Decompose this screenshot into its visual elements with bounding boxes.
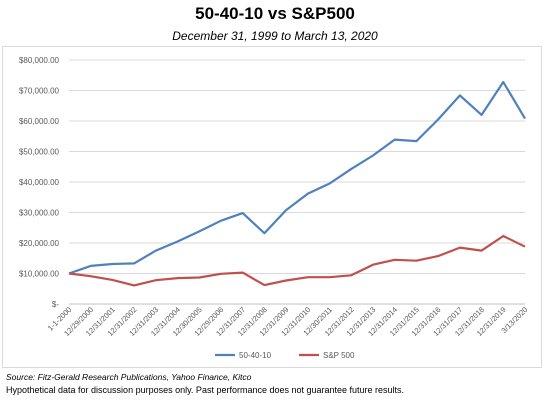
y-tick-label: $80,000.00	[19, 56, 60, 65]
legend-label: S&P 500	[323, 351, 355, 360]
y-tick-label: $40,000.00	[19, 178, 60, 187]
y-tick-label: $30,000.00	[19, 209, 60, 218]
chart-title: 50-40-10 vs S&P500	[195, 4, 355, 23]
series-line-2	[68, 234, 526, 287]
source-note: Source: Fitz-Gerald Research Publication…	[6, 372, 252, 382]
y-tick-label: $50,000.00	[19, 148, 60, 157]
chart-subtitle: December 31, 1999 to March 13, 2020	[172, 29, 378, 43]
chart-panel: $- $10,000.00 $20,000.00 $30,000.00 $40,000.…	[2, 46, 542, 368]
line-chart: $- $10,000.00 $20,000.00 $30,000.00 $40,000.…	[19, 56, 529, 360]
y-tick-label: $10,000.00	[19, 270, 60, 279]
y-tick-label: $20,000.00	[19, 239, 60, 248]
y-tick-label: $60,000.00	[19, 117, 60, 126]
y-tick-label: $70,000.00	[19, 87, 60, 96]
legend-label: 50-40-10	[239, 351, 272, 360]
series-line-1	[68, 80, 526, 275]
y-tick-label: $-	[52, 300, 59, 309]
disclaimer-note: Hypothetical data for discussion purpose…	[6, 385, 405, 395]
